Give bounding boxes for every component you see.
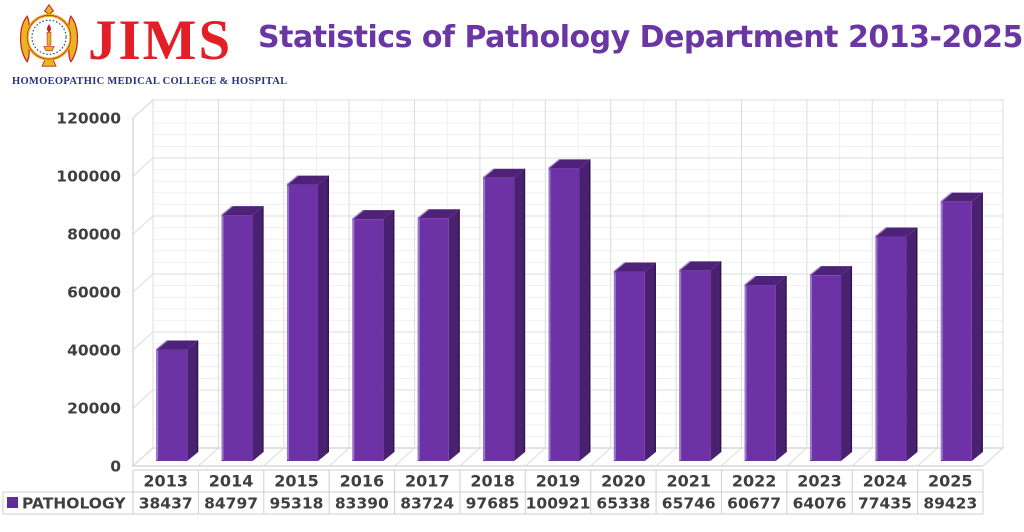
year-label-2014: 2014	[209, 472, 254, 491]
value-label-2020: 65338	[596, 495, 650, 513]
bar-2022	[744, 275, 787, 461]
bar-2020	[613, 261, 656, 461]
y-axis-labels: 0 20000 40000 60000 80000 100000 120000	[56, 110, 121, 476]
y-tick-40000: 40000	[67, 342, 121, 360]
chart-svg: 0 20000 40000 60000 80000 100000 120000 2013 384…	[2, 98, 1005, 515]
jims-wordmark: JIMS	[88, 8, 233, 72]
year-label-2017: 2017	[405, 472, 450, 491]
value-label-2013: 38437	[139, 495, 193, 513]
year-label-2022: 2022	[732, 472, 777, 491]
value-label-2022: 60677	[727, 495, 781, 513]
year-label-2015: 2015	[274, 472, 319, 491]
legend-swatch	[7, 497, 18, 508]
year-label-2025: 2025	[928, 472, 973, 491]
data-table: 2013 38437 2014 84797 2015 95318 2016 83390 2017…	[2, 469, 984, 515]
y-tick-20000: 20000	[67, 400, 121, 418]
bar-2018	[482, 168, 526, 461]
bar-2014	[221, 205, 264, 461]
value-label-2014: 84797	[204, 495, 258, 513]
value-label-2023: 64076	[793, 495, 847, 513]
y-tick-60000: 60000	[67, 284, 121, 302]
bar-2015	[286, 175, 329, 461]
year-label-2024: 2024	[863, 472, 908, 491]
bar-2017	[417, 208, 460, 461]
value-label-2018: 97685	[466, 495, 520, 513]
bar-2019	[548, 158, 591, 461]
value-label-2025: 89423	[923, 495, 977, 513]
value-label-2016: 83390	[335, 495, 389, 513]
year-label-2023: 2023	[797, 472, 842, 491]
pathology-chart: 0 20000 40000 60000 80000 100000 120000 2013 384…	[0, 90, 1024, 532]
bar-2021	[678, 260, 722, 461]
y-tick-120000: 120000	[56, 110, 121, 128]
value-label-2017: 83724	[400, 495, 454, 513]
jims-tagline: HOMOEOPATHIC MEDICAL COLLEGE & HOSPITAL	[12, 76, 288, 87]
legend-label: PATHOLOGY	[22, 495, 126, 513]
year-label-2019: 2019	[536, 472, 581, 491]
bar-2025	[940, 192, 983, 462]
page-title: Statistics of Pathology Department 2013-…	[258, 20, 1023, 55]
value-label-2019: 100921	[526, 495, 591, 513]
jims-emblem-icon	[19, 4, 79, 67]
bar-2016	[351, 209, 395, 461]
year-label-2016: 2016	[340, 472, 385, 491]
y-tick-0: 0	[110, 458, 121, 476]
value-label-2024: 77435	[858, 495, 912, 513]
y-tick-80000: 80000	[67, 226, 121, 244]
jims-logo-top: JIMS	[12, 4, 287, 74]
year-label-2020: 2020	[601, 472, 646, 491]
bar-2024	[874, 226, 918, 461]
y-tick-100000: 100000	[56, 168, 121, 186]
value-label-2015: 95318	[269, 495, 323, 513]
year-label-2013: 2013	[143, 472, 188, 491]
bar-2023	[809, 265, 853, 461]
value-label-2021: 65746	[662, 495, 716, 513]
jims-logo: JIMS HOMOEOPATHIC MEDICAL COLLEGE & HOSP…	[12, 4, 287, 87]
year-label-2021: 2021	[667, 472, 712, 491]
year-label-2018: 2018	[470, 472, 515, 491]
bar-2013	[155, 339, 199, 461]
